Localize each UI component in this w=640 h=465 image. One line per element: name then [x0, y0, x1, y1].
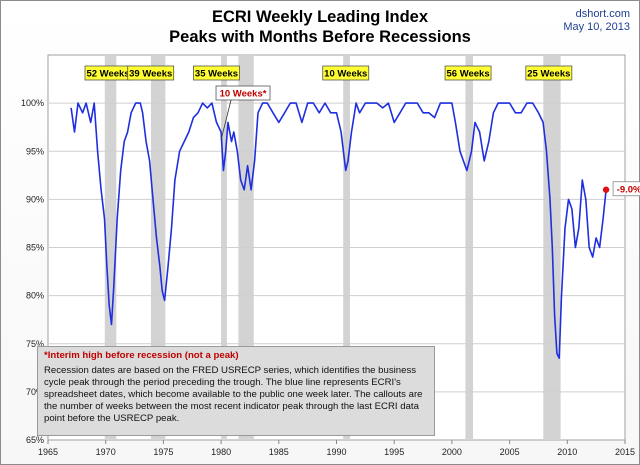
x-tick-label: 1975 [153, 447, 173, 457]
callout-box [444, 65, 492, 81]
callout-label: 39 Weeks [129, 69, 172, 80]
callout-label: 25 Weeks [527, 69, 570, 80]
end-point-marker [602, 186, 610, 193]
callout-box [193, 65, 240, 81]
callout-label: 10 Weeks [324, 69, 367, 80]
y-tick-label: 90% [26, 194, 44, 204]
x-tick-label: 2010 [557, 447, 577, 457]
y-tick-label: 85% [26, 243, 44, 253]
y-tick-label: 75% [26, 339, 44, 349]
chart-title: ECRI Weekly Leading Index [211, 8, 429, 26]
x-tick-label: 1980 [211, 447, 231, 457]
y-tick-label: 80% [26, 291, 44, 301]
x-tick-label: 2005 [500, 447, 520, 457]
x-tick-label: 1970 [96, 447, 116, 457]
x-tick-label: 2000 [442, 447, 462, 457]
x-tick-label: 1990 [326, 447, 346, 457]
x-tick-label: 1995 [384, 447, 404, 457]
x-tick-label: 1965 [38, 447, 58, 457]
callout-box [525, 65, 573, 81]
y-tick-label: 95% [26, 146, 44, 156]
callout-label: 56 Weeks [446, 69, 489, 80]
footnote-heading: *Interim high before recession (not a pe… [44, 350, 239, 361]
footnote-box: *Interim high before recession (not a pe… [37, 346, 435, 436]
callout-pointer [220, 99, 232, 141]
callout-box [322, 65, 370, 81]
x-tick-label: 2015 [615, 447, 635, 457]
chart-subtitle: Peaks with Months Before Recessions [169, 28, 471, 46]
y-tick-label: 65% [26, 435, 44, 445]
callout-box [127, 65, 175, 81]
callout-label: 52 Weeks [86, 69, 129, 80]
series-line [70, 102, 607, 360]
y-tick-label: 100% [21, 98, 44, 108]
end-label: -9.0% [617, 184, 640, 195]
chart-date: May 10, 2013 [563, 21, 630, 33]
callout-box [215, 85, 271, 101]
footnote-body: Recession dates are based on the FRED US… [44, 365, 423, 424]
x-tick-label: 1985 [269, 447, 289, 457]
end-label-box [612, 181, 640, 197]
y-tick-label: 70% [26, 387, 44, 397]
source-credit: dshort.com [575, 8, 630, 20]
callout-label: 10 Weeks* [220, 89, 267, 100]
callout-label: 35 Weeks [195, 69, 238, 80]
